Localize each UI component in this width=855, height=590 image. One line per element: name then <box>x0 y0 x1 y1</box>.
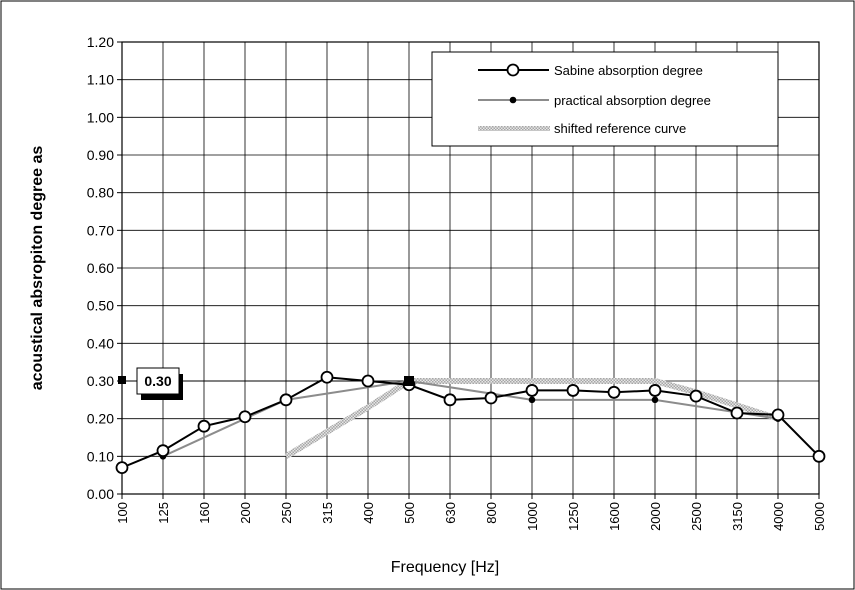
point-sabine <box>156 444 170 458</box>
x-tick-label: 315 <box>320 502 335 524</box>
y-tick-label: 1.20 <box>87 34 114 50</box>
x-tick-label: 2000 <box>648 502 663 531</box>
y-tick-label: 0.90 <box>87 147 114 163</box>
point-sabine <box>443 393 457 407</box>
x-tick-label: 250 <box>279 502 294 524</box>
y-tick-label: 0.40 <box>87 335 114 351</box>
point-sabine <box>566 384 580 397</box>
point-sabine <box>730 406 744 420</box>
point-sabine <box>812 449 826 463</box>
legend-label-practical: practical absorption degree <box>554 93 711 108</box>
callout-label: 0.30 <box>144 373 171 389</box>
y-tick-label: 0.00 <box>87 486 114 502</box>
x-tick-label: 800 <box>484 502 499 524</box>
legend: Sabine absorption degree practical absor… <box>431 51 779 147</box>
x-tick-label: 200 <box>238 502 253 524</box>
y-tick-label: 1.00 <box>87 109 114 125</box>
point-sabine <box>648 384 662 397</box>
x-tick-label: 3150 <box>730 502 745 531</box>
y-tick-label: 0.80 <box>87 185 114 201</box>
point-practical <box>651 396 659 404</box>
x-tick-label: 100 <box>115 502 130 524</box>
y-tick-label: 1.10 <box>87 72 114 88</box>
legend-swatch-reference <box>478 126 550 131</box>
y-tick-label: 0.50 <box>87 298 114 314</box>
point-sabine <box>484 391 498 405</box>
y-tick-label: 0.70 <box>87 222 114 238</box>
point-sabine <box>115 461 129 475</box>
callout-axis-marker <box>118 376 126 384</box>
x-tick-label: 1250 <box>566 502 581 531</box>
point-sabine <box>361 374 375 388</box>
reference-point-marker <box>404 376 414 386</box>
point-sabine <box>607 385 621 399</box>
y-axis-label: acoustical absropiton degree as <box>29 146 46 391</box>
x-tick-label: 160 <box>197 502 212 524</box>
x-tick-label: 2500 <box>689 502 704 531</box>
legend-label-reference: shifted reference curve <box>554 121 686 136</box>
legend-marker-practical <box>509 96 517 104</box>
y-tick-label: 0.60 <box>87 260 114 276</box>
x-tick-label: 400 <box>361 502 376 524</box>
legend-marker-sabine <box>506 63 520 77</box>
series-layer <box>115 370 826 475</box>
series-line-sabine <box>121 376 820 469</box>
y-tick-labels: 0.00 0.10 0.20 0.30 0.40 0.50 0.60 0.70 0.80 0.90… <box>87 34 114 502</box>
x-tick-label: 125 <box>156 502 171 524</box>
point-sabine <box>771 408 785 422</box>
x-tick-label: 1000 <box>525 502 540 531</box>
x-axis-label: Frequency [Hz] <box>391 559 499 576</box>
x-tick-label: 4000 <box>771 502 786 531</box>
reference-value-callout: 0.30 <box>118 367 183 400</box>
point-sabine <box>279 393 293 407</box>
point-sabine <box>525 384 539 397</box>
callout-box <box>136 367 180 395</box>
y-tick-label: 0.30 <box>87 373 114 389</box>
x-tick-label: 630 <box>443 502 458 524</box>
plot-area <box>121 41 820 495</box>
point-sabine <box>197 419 211 433</box>
x-tick-label: 1600 <box>607 502 622 531</box>
point-practical <box>528 396 536 404</box>
point-sabine <box>320 370 334 384</box>
x-tick-labels: 100 125 160 200 250 315 400 500 630 800 1000 1250 16… <box>115 502 827 531</box>
x-tick-label: 500 <box>402 502 417 524</box>
point-sabine <box>238 410 252 424</box>
point-sabine <box>689 389 703 403</box>
x-tick-label: 5000 <box>812 502 827 531</box>
legend-label-sabine: Sabine absorption degree <box>554 63 703 78</box>
y-tick-label: 0.20 <box>87 411 114 427</box>
y-tick-label: 0.10 <box>87 448 114 464</box>
